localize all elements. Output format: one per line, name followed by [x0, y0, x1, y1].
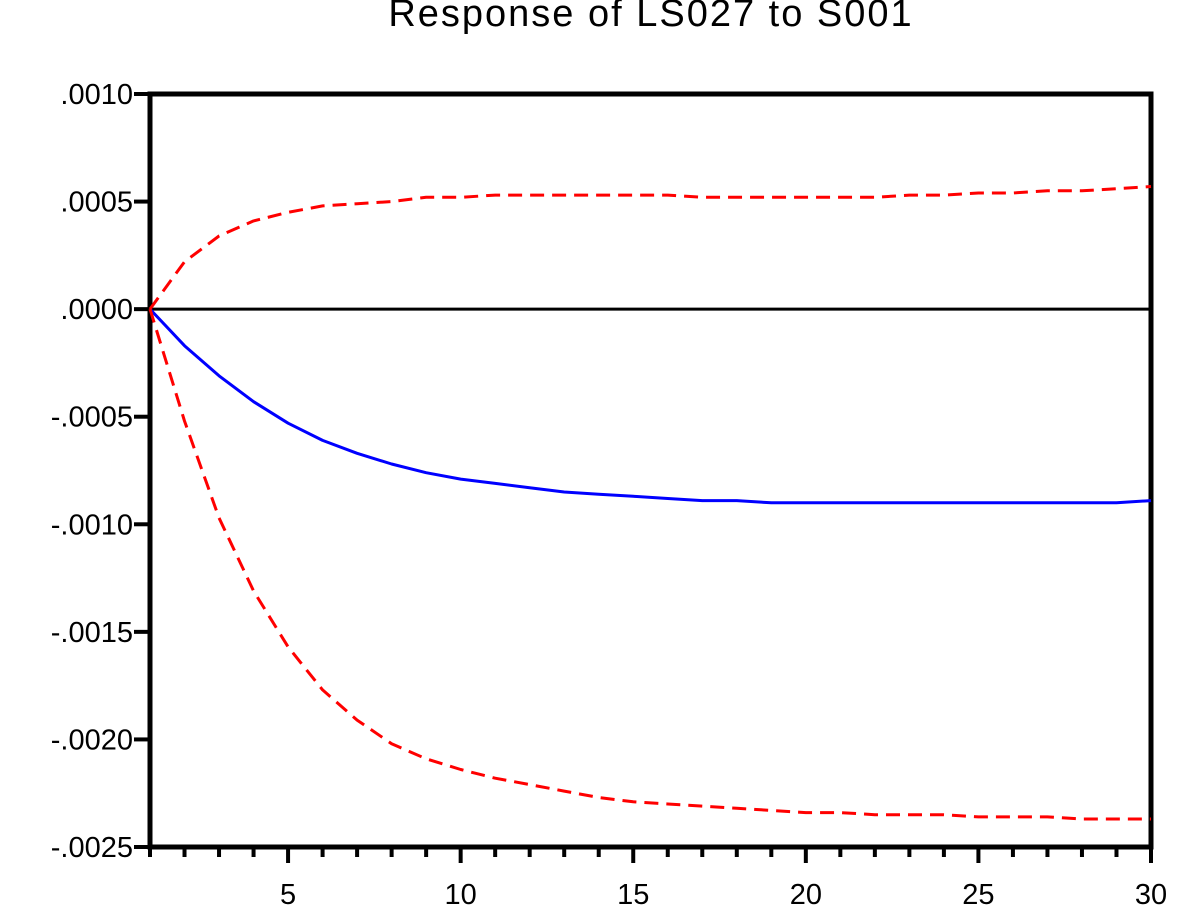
y-tick-label: -.0020	[51, 724, 133, 756]
y-tick-label: -.0005	[51, 402, 133, 434]
y-tick-label: .0000	[60, 294, 133, 326]
x-tick-label: 10	[445, 879, 477, 911]
x-tick-label: 5	[280, 879, 296, 911]
chart-title: Response of LS027 to S001	[388, 0, 913, 35]
y-tick-label: .0010	[60, 79, 133, 111]
x-tick-label: 25	[962, 879, 994, 911]
x-tick-label: 30	[1135, 879, 1167, 911]
y-tick-label: -.0025	[51, 832, 133, 864]
confidence-band-line	[148, 308, 1151, 821]
x-tick-label: 15	[617, 879, 649, 911]
x-tick-label: 20	[790, 879, 822, 911]
response-line	[148, 308, 1152, 505]
plot-area: .0010 .0005 .0000 -.0005 -.0010 -.0015 -.0020 -…	[51, 79, 1167, 911]
y-tick-label: .0005	[60, 187, 133, 219]
y-tick-label: -.0010	[51, 509, 133, 541]
confidence-band-line	[148, 185, 1152, 310]
plot-frame	[147, 91, 1154, 850]
y-tick-label: -.0015	[51, 617, 133, 649]
